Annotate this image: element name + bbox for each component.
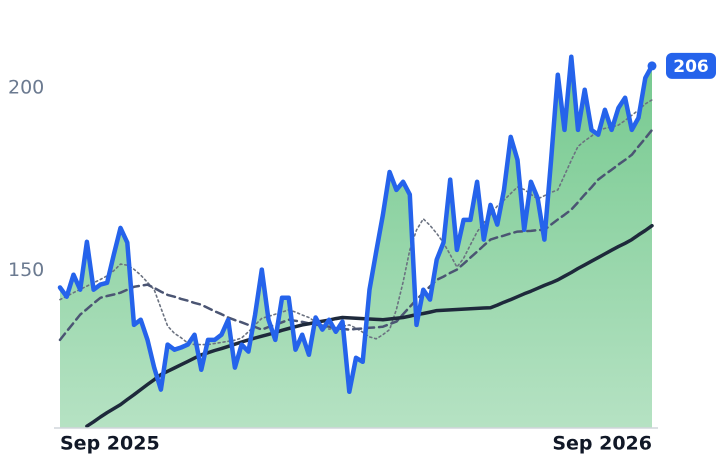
x-tick-label: Sep 2026 [552, 433, 652, 455]
last-point [647, 61, 657, 71]
series-line [57, 54, 655, 395]
x-tick-label: Sep 2025 [60, 433, 160, 455]
y-tick-label: 150 [8, 259, 44, 281]
series-line [58, 128, 654, 342]
series-line [85, 223, 654, 428]
price-area [60, 56, 652, 429]
series-line [59, 99, 653, 346]
last-badge [666, 52, 716, 79]
last-value-label: 206 [673, 57, 709, 77]
y-tick-label: 200 [8, 76, 44, 98]
